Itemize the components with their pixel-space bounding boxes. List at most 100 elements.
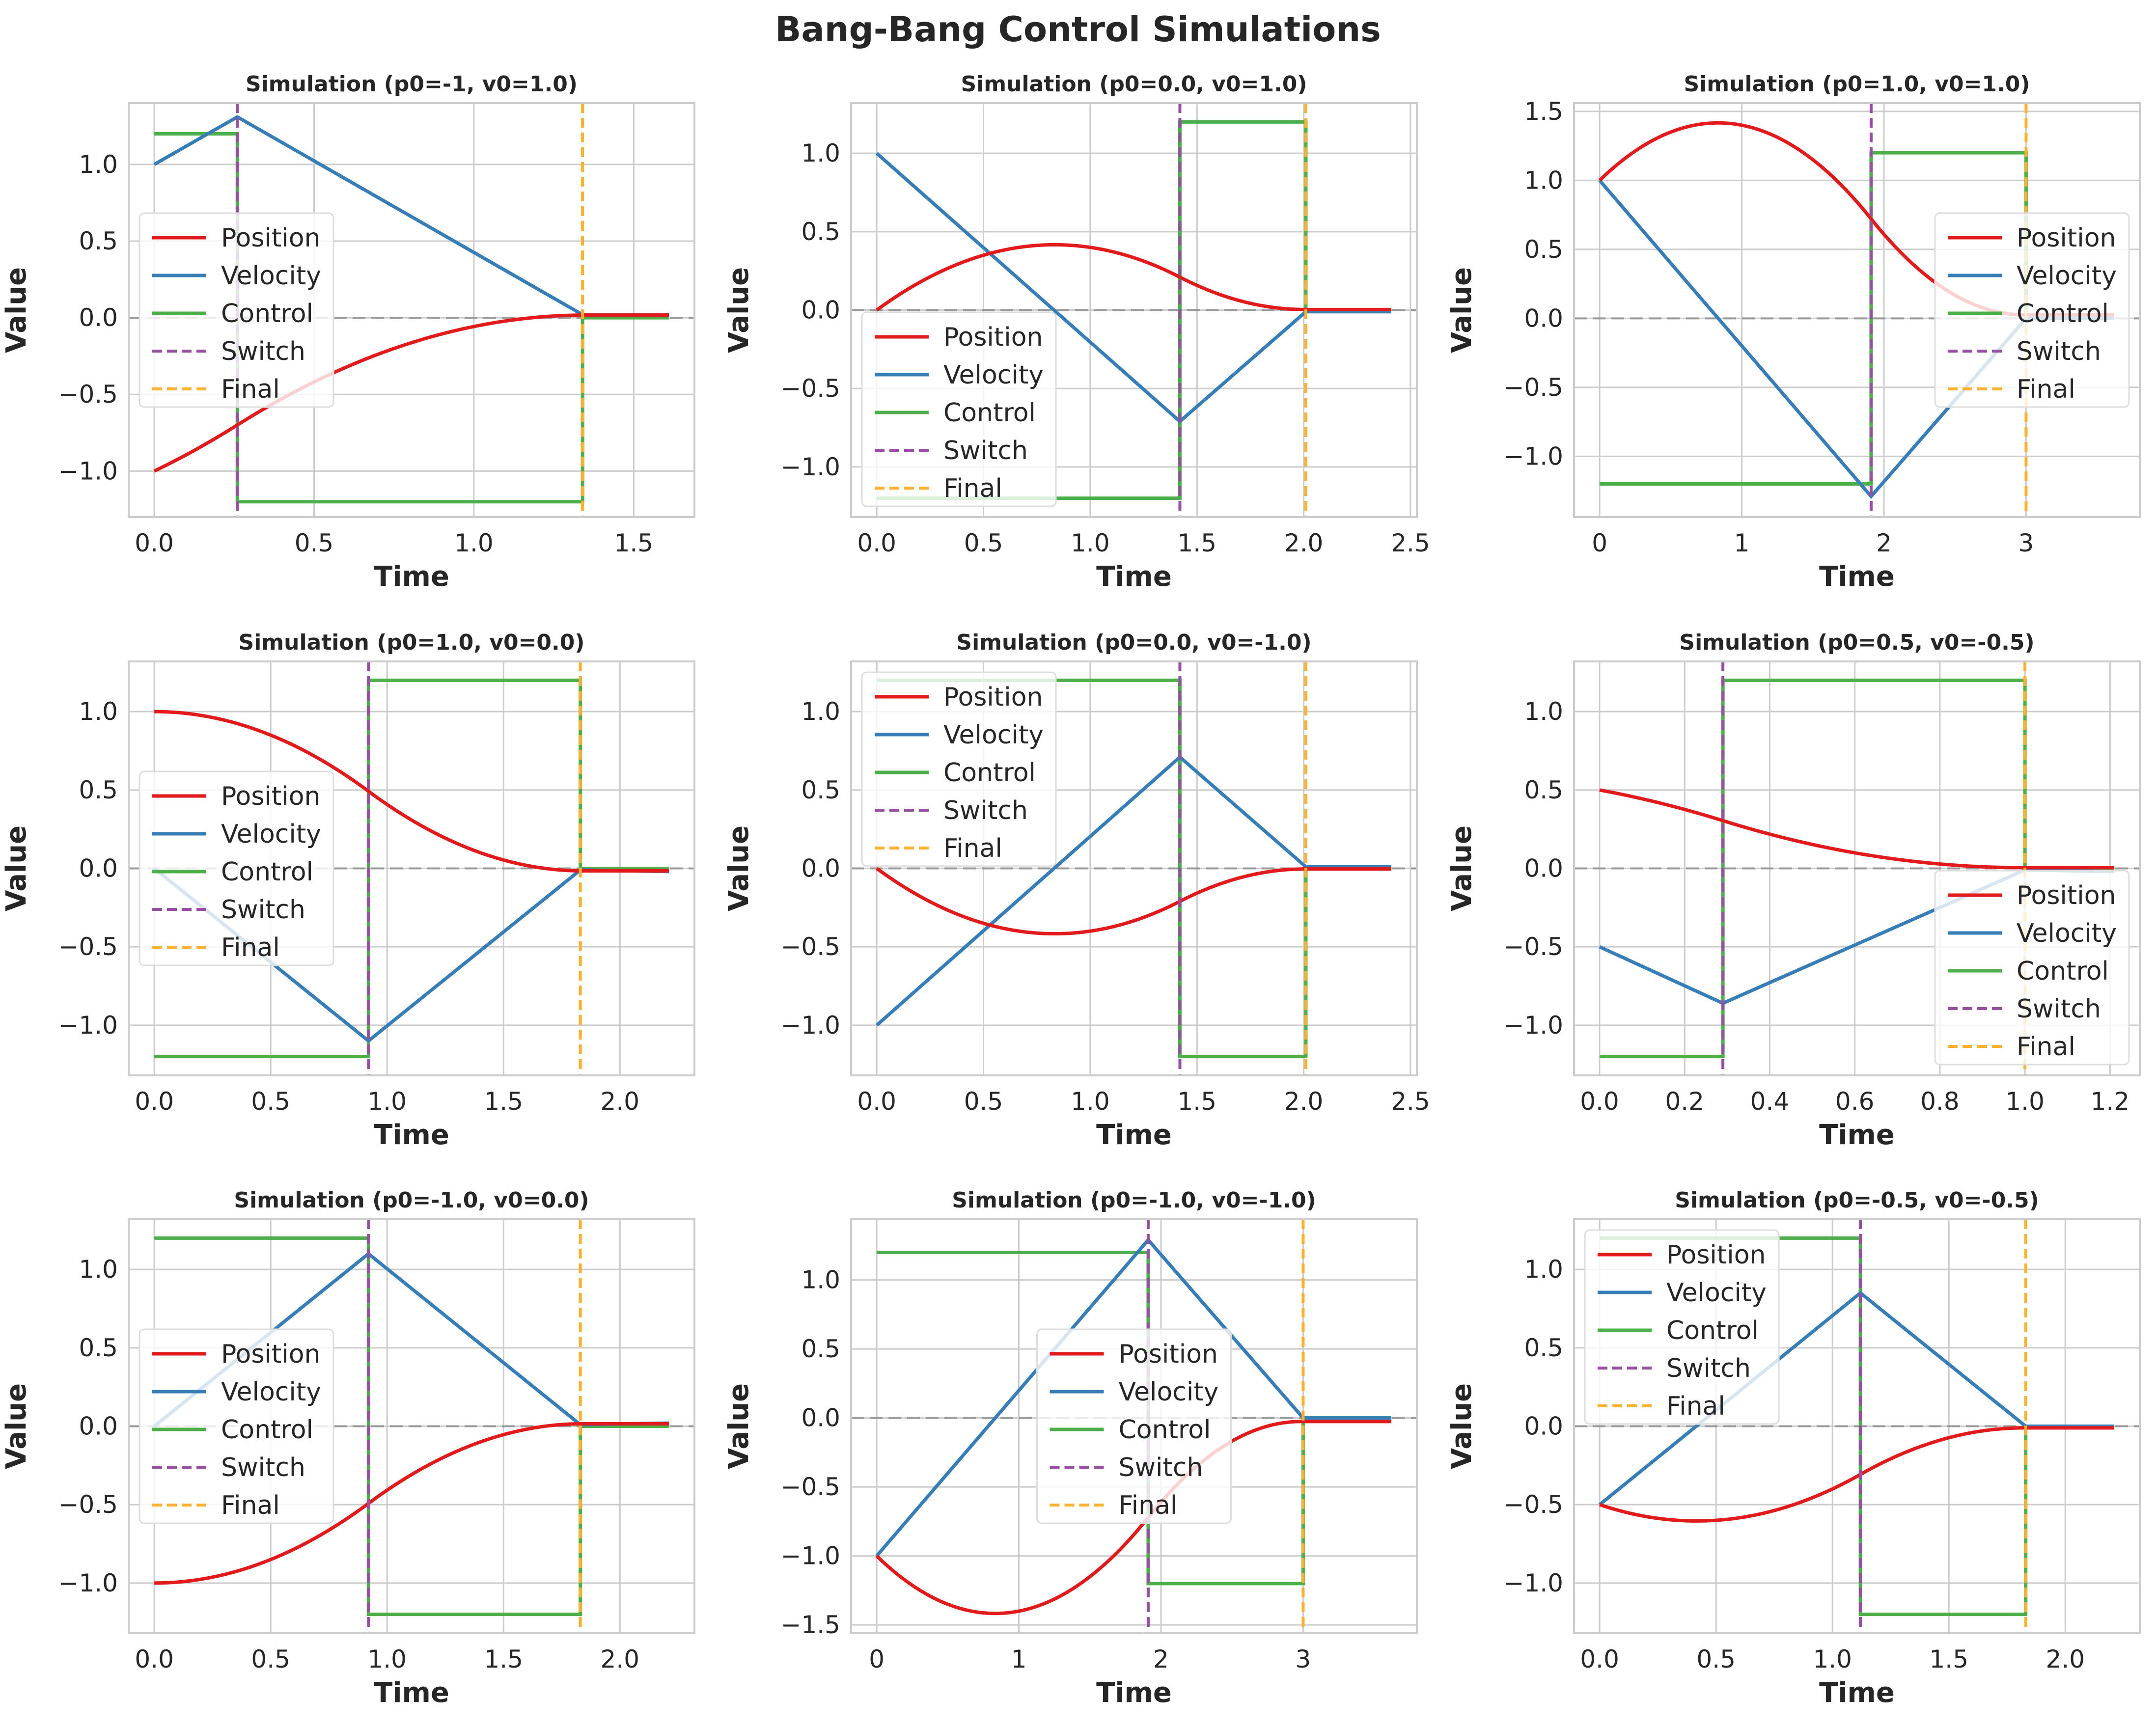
legend-label: Final: [943, 834, 1002, 863]
subplot-title: Simulation (p0=0.5, v0=-0.5): [1679, 630, 2034, 655]
x-tick-label: 0.0: [135, 1645, 174, 1673]
x-axis-label: Time: [1819, 1119, 1895, 1151]
x-tick-label: 0.0: [135, 1087, 174, 1116]
x-axis-label: Time: [1096, 561, 1172, 593]
legend-label: Final: [221, 375, 280, 404]
legend-label: Position: [221, 782, 320, 811]
legend-box: [1584, 1229, 1780, 1425]
legend-label: Control: [2017, 299, 2109, 329]
legend-label: Position: [221, 223, 320, 253]
legend-label: Control: [1119, 1415, 1211, 1445]
position-line: [875, 1420, 1391, 1616]
axes-frame: [850, 1218, 1418, 1634]
y-axis-label: Value: [1446, 267, 1478, 353]
x-tick-label: 1.0: [367, 1087, 407, 1116]
subplot-title: Simulation (p0=0.0, v0=1.0): [961, 72, 1307, 97]
y-tick-label: −0.5: [781, 374, 840, 403]
legend-label: Position: [1119, 1340, 1218, 1369]
legend-label: Final: [943, 474, 1002, 503]
x-axis-label: Time: [1096, 1677, 1172, 1709]
legend-label: Velocity: [943, 720, 1044, 750]
y-axis-label: Value: [0, 1383, 32, 1469]
y-tick-label: 0.0: [801, 1404, 840, 1432]
y-tick-label: −1.0: [1504, 1011, 1563, 1040]
position-line: [876, 867, 1391, 936]
y-tick-label: 0.5: [1524, 776, 1563, 804]
y-tick-label: −1.0: [58, 1569, 118, 1597]
subplot-title: Simulation (p0=-0.5, v0=-0.5): [1675, 1188, 2039, 1213]
legend-box: [1934, 212, 2130, 408]
y-tick-label: −1.0: [58, 1011, 118, 1040]
legend-label: Velocity: [221, 1377, 321, 1407]
legend-box: [138, 212, 334, 408]
y-tick-label: 0.0: [801, 854, 840, 883]
y-tick-label: −0.5: [1504, 1490, 1563, 1519]
legend: Position Velocity Control Switch Final: [1934, 870, 2130, 1066]
x-axis-label: Time: [1819, 1677, 1895, 1709]
x-tick-label: 1.5: [1929, 1645, 1968, 1673]
legend-label: Position: [1666, 1240, 1766, 1270]
x-tick-label: 1.5: [1177, 529, 1216, 557]
legend-label: Final: [221, 1491, 280, 1520]
control-line: [154, 1236, 669, 1617]
axes-frame: [850, 660, 1418, 1076]
legend-label: Velocity: [2017, 261, 2117, 291]
x-axis-label: Time: [374, 1677, 449, 1709]
y-axis-label: Value: [723, 1383, 755, 1469]
x-tick-label: 3: [1296, 1645, 1311, 1673]
control-line: [154, 132, 669, 504]
y-tick-label: −1.0: [781, 1011, 840, 1040]
velocity-line: [875, 152, 1391, 424]
legend-label: Switch: [221, 895, 305, 925]
x-tick-label: 0.8: [1920, 1087, 1960, 1116]
x-tick-label: 0.5: [964, 529, 1003, 557]
y-tick-label: 0.5: [1524, 1334, 1563, 1362]
y-tick-label: 1.0: [1524, 1255, 1563, 1284]
x-tick-label: 0.6: [1835, 1087, 1875, 1116]
x-tick-label: 0.0: [135, 529, 174, 557]
x-tick-label: 1.0: [1813, 1645, 1852, 1673]
axes-frame: [850, 102, 1418, 518]
y-tick-label: −0.5: [58, 380, 118, 409]
x-tick-label: 2: [1876, 529, 1892, 557]
y-tick-label: 1.5: [1524, 97, 1563, 126]
x-tick-label: 2.0: [1284, 529, 1324, 557]
y-tick-label: 0.0: [79, 854, 118, 883]
x-tick-label: 0.5: [964, 1087, 1003, 1116]
y-tick-label: −1.0: [781, 453, 840, 481]
position-line: [154, 1422, 669, 1585]
y-tick-label: −1.0: [58, 457, 118, 485]
legend: Position Velocity Control Switch Final: [1934, 212, 2130, 408]
x-tick-label: 1.0: [367, 1645, 407, 1673]
legend-box: [861, 671, 1057, 867]
subplot-9: 0.0 0.5 1.0 1.5 2.0 −1.0 −0.5 0.0 0.5 1.0 Simulati…: [1446, 1188, 2141, 1709]
y-tick-label: −1.0: [781, 1542, 840, 1570]
legend-box: [861, 311, 1057, 507]
x-tick-label: 1.0: [1071, 1087, 1110, 1116]
subplot-8: 0 1 2 3 −1.5 −1.0 −0.5 0.0 0.5 1.0 Simulation (p0=…: [723, 1188, 1418, 1709]
x-tick-label: 1.5: [614, 529, 654, 557]
legend-label: Position: [2017, 881, 2116, 910]
x-axis-label: Time: [374, 1119, 449, 1151]
y-tick-label: −1.5: [781, 1611, 840, 1639]
x-tick-label: 2.0: [1284, 1087, 1324, 1116]
x-axis-label: Time: [1096, 1119, 1172, 1151]
axes-frame: [1573, 102, 2141, 518]
x-tick-label: 0.5: [1696, 1645, 1736, 1673]
y-tick-label: 1.0: [79, 697, 118, 726]
x-tick-label: 0.0: [857, 529, 896, 557]
y-tick-label: 0.5: [801, 1335, 840, 1363]
x-tick-label: 1: [1011, 1645, 1027, 1673]
y-tick-label: 0.5: [79, 1334, 118, 1362]
legend-label: Velocity: [1119, 1377, 1219, 1407]
y-tick-label: 0.5: [801, 218, 840, 246]
subplot-4: 0.0 0.5 1.0 1.5 2.0 −1.0 −0.5 0.0 0.5 1.0 Simulati…: [0, 630, 695, 1151]
legend-label: Switch: [2017, 337, 2101, 366]
x-tick-label: 0: [869, 1645, 885, 1673]
legend: Position Velocity Control Switch Final: [1036, 1328, 1232, 1524]
y-axis-label: Value: [723, 825, 755, 911]
y-tick-label: 0.5: [79, 776, 118, 804]
legend-box: [138, 770, 334, 966]
subplot-title: Simulation (p0=-1.0, v0=-1.0): [952, 1188, 1316, 1213]
